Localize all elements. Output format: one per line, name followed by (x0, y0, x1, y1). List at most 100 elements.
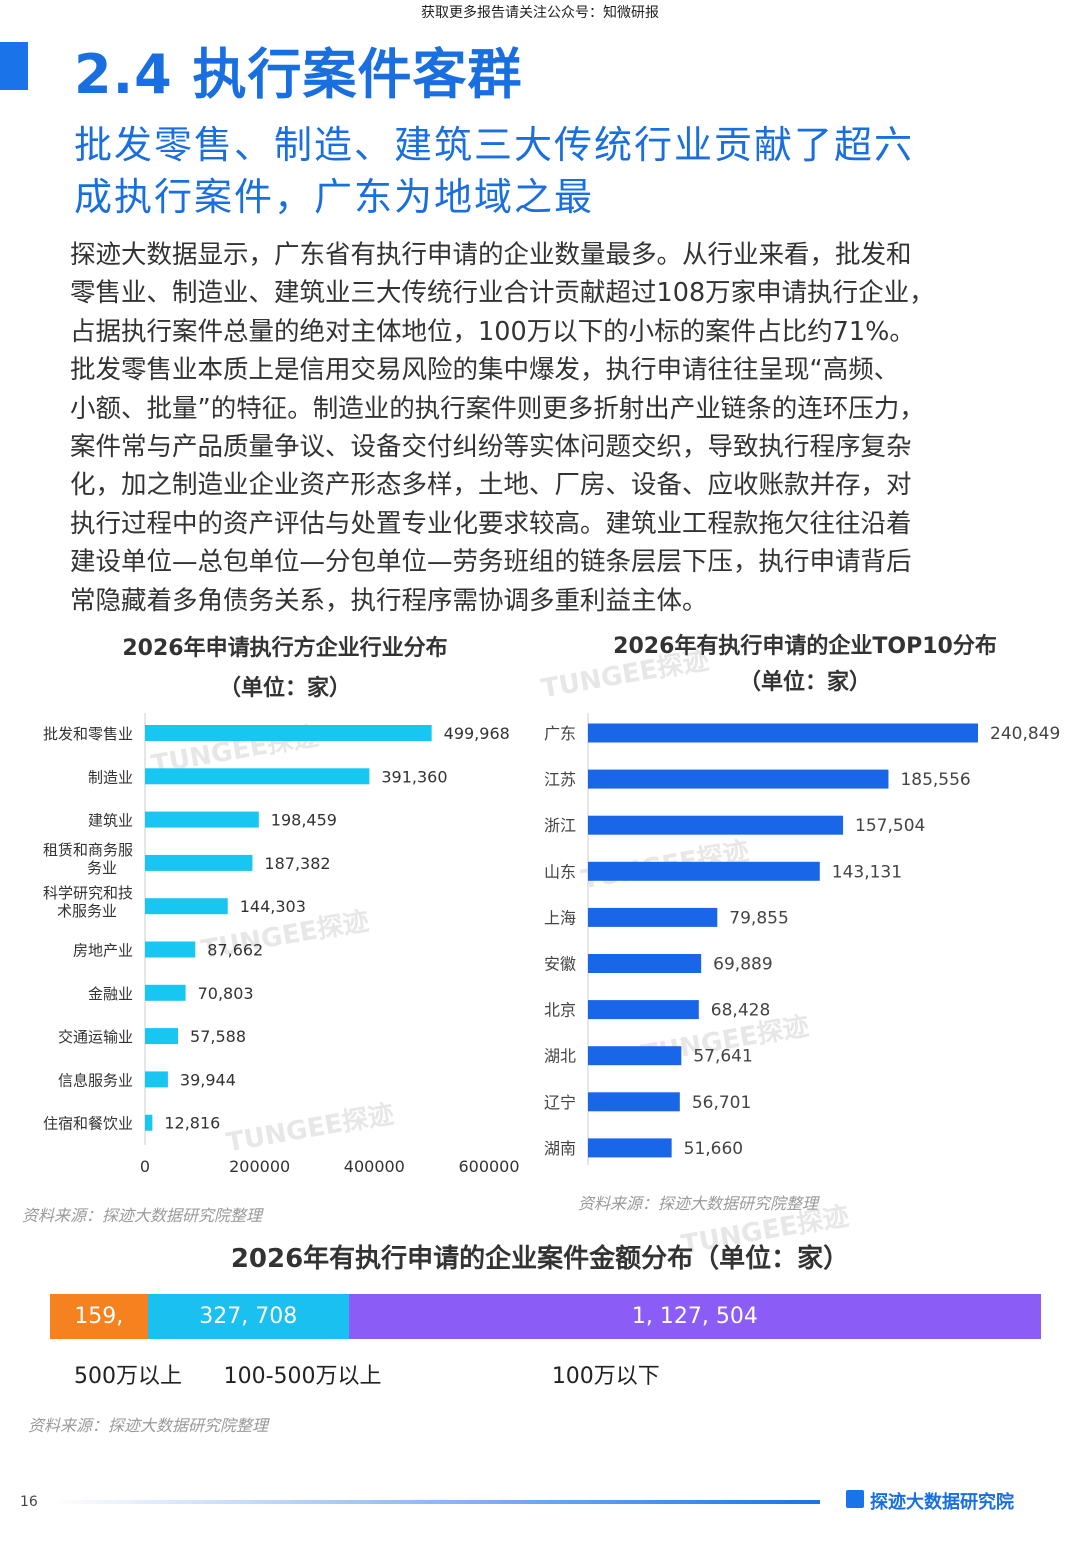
chart2-title: 2026年有执行申请的企业TOP10分布 (613, 634, 997, 659)
category-label: 房地产业 (73, 942, 133, 960)
data-label: 51,660 (684, 1139, 743, 1159)
x-tick-label: 600000 (458, 1157, 519, 1176)
category-label: 务业 (87, 859, 117, 877)
data-label: 157,504 (855, 816, 925, 836)
data-label: 185,556 (900, 770, 970, 790)
category-label: 租赁和商务服 (43, 841, 133, 859)
chart3-title: 2026年有执行申请的企业案件金额分布（单位：家） (230, 1244, 850, 1274)
amount-segment: 159, 048 (50, 1294, 148, 1374)
x-tick-label: 200000 (229, 1157, 290, 1176)
data-label: 499,968 (444, 724, 510, 743)
bar (145, 941, 196, 958)
subtitle-line-1: 批发零售、制造、建筑三大传统行业贡献了超六 (74, 123, 915, 167)
data-label: 12,816 (164, 1114, 220, 1133)
subtitle-line-2: 成执行案件，广东为地域之最 (74, 175, 595, 219)
bar (588, 1092, 680, 1112)
chart1-title: 2026年申请执行方企业行业分布 (122, 636, 448, 661)
data-label: 57,641 (693, 1047, 752, 1067)
chart1-source: 资料来源：探迹大数据研究院整理 (22, 1206, 263, 1225)
bar (145, 1114, 153, 1131)
data-label: 143,131 (832, 862, 902, 882)
category-label: 金融业 (88, 985, 133, 1003)
bar (145, 984, 186, 1001)
bar (145, 854, 253, 871)
footer-brand: 探迹大数据研究院 (870, 1492, 1014, 1513)
bar (145, 768, 370, 785)
body-line: 案件常与产品质量争议、设备交付纠纷等实体问题交织，导致执行程序复杂 (70, 432, 912, 462)
bar (588, 1138, 672, 1158)
chart1-unit: （单位：家） (218, 676, 351, 701)
chart3-source: 资料来源：探迹大数据研究院整理 (28, 1416, 269, 1435)
province-bar-chart: 240,849 广东 185,556 江苏 157,504 浙江 143,131 山东 79,8… (544, 713, 1060, 1165)
body-line: 执行过程中的资产评估与处置专业化要求较高。建筑业工程款拖欠往往沿着 (70, 508, 912, 539)
data-label: 68,428 (711, 1001, 770, 1021)
title-accent-bar (0, 42, 28, 90)
data-label: 144,303 (240, 897, 306, 916)
body-line: 批发零售业本质上是信用交易风险的集中爆发，执行申请往往呈现“高频、 (70, 355, 900, 386)
bar (145, 725, 432, 741)
bar (588, 723, 978, 743)
bar (145, 1028, 179, 1045)
chart2-unit: （单位：家） (738, 670, 871, 695)
category-label: 湖南 (544, 1139, 576, 1158)
x-tick-label: 400000 (344, 1157, 405, 1176)
data-label: 240,849 (990, 724, 1060, 744)
bar (588, 861, 820, 881)
amount-category-label: 100-500万以上 (223, 1364, 382, 1389)
amount-segment: 1, 127, 504 (348, 1294, 1041, 1339)
category-label: 住宿和餐饮业 (43, 1115, 133, 1133)
data-label: 57,588 (190, 1027, 246, 1046)
body-line: 探迹大数据显示，广东省有执行申请的企业数量最多。从行业来看，批发和 (70, 240, 912, 270)
body-line: 化，加之制造业企业资产形态多样，土地、厂房、设备、应收账款并存，对 (70, 470, 912, 501)
bar (145, 1071, 168, 1088)
chart2-source: 资料来源：探迹大数据研究院整理 (578, 1194, 819, 1213)
category-label: 上海 (544, 908, 576, 927)
data-label: 39,944 (180, 1070, 236, 1089)
category-label: 辽宁 (544, 1093, 576, 1112)
data-label: 69,889 (713, 955, 772, 975)
bar (145, 811, 259, 828)
bar (588, 769, 889, 789)
category-label: 山东 (544, 862, 576, 881)
category-label: 交通运输业 (58, 1028, 133, 1046)
bar (588, 907, 718, 927)
category-label: 科学研究和技 (43, 884, 133, 902)
category-label: 信息服务业 (58, 1071, 133, 1089)
body-line: 建设单位—总包单位—分包单位—劳务班组的链条层层下压，执行申请背后 (70, 547, 912, 578)
category-label: 湖北 (544, 1047, 576, 1066)
industry-bar-chart: 499,968 批发和零售业 391,360 制造业 198,459 建筑业 187,382… (43, 713, 520, 1176)
category-label: 江苏 (544, 770, 576, 789)
amount-category-label: 500万以上 (74, 1364, 182, 1389)
category-label: 术服务业 (57, 902, 117, 920)
data-label: 70,803 (198, 984, 254, 1003)
header-note: 获取更多报告请关注公众号：知微研报 (421, 5, 659, 21)
bar (588, 1000, 699, 1020)
brand-logo-icon (846, 1490, 864, 1508)
category-label: 北京 (544, 1001, 576, 1020)
bar (145, 898, 228, 915)
data-label: 187,382 (264, 854, 330, 873)
category-label: 广东 (544, 724, 576, 743)
page-number: 16 (20, 1494, 38, 1510)
data-label: 87,662 (207, 941, 263, 960)
body-line: 零售业、制造业、建筑业三大传统行业合计贡献超过108万家申请执行企业， (70, 278, 935, 309)
bar (588, 954, 702, 973)
category-label: 批发和零售业 (43, 725, 133, 743)
data-label: 56,701 (692, 1093, 751, 1113)
section-title: 2.4 执行案件客群 (74, 43, 523, 106)
bar (588, 815, 844, 835)
bar (588, 1046, 682, 1066)
amount-category-label: 100万以下 (551, 1364, 660, 1389)
data-label: 198,459 (271, 811, 337, 830)
body-line: 常隐藏着多角债务关系，执行程序需协调多重利益主体。 (70, 585, 708, 616)
x-tick-label: 0 (140, 1157, 150, 1176)
body-line: 占据执行案件总量的绝对主体地位，100万以下的小标的案件占比约71%。 (70, 316, 915, 347)
amount-segment: 327, 708 (147, 1294, 349, 1339)
category-label: 制造业 (88, 768, 133, 786)
data-label: 391,360 (381, 767, 447, 786)
data-label: 79,855 (729, 908, 788, 928)
category-label: 浙江 (544, 816, 576, 835)
category-label: 建筑业 (88, 812, 133, 830)
body-line: 小额、批量”的特征。制造业的执行案件则更多折射出产业链条的连环压力， (70, 393, 925, 424)
category-label: 安徽 (544, 955, 576, 974)
